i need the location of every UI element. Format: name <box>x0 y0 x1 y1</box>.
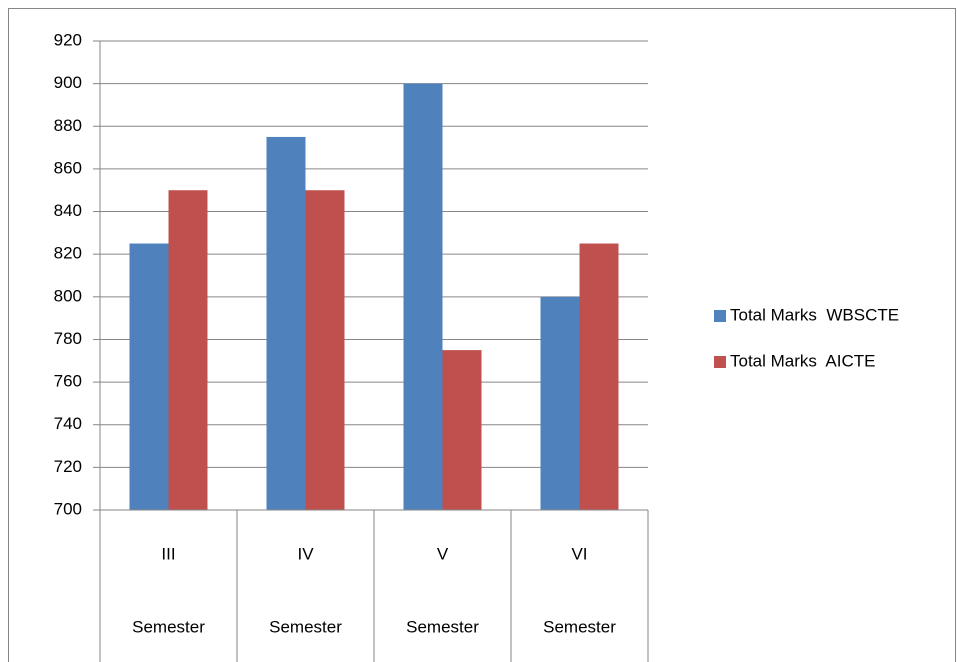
y-tick-label: 860 <box>54 158 82 177</box>
bar <box>129 243 169 511</box>
x-tick-label: IV <box>297 544 314 563</box>
bar <box>305 190 345 510</box>
legend-label: Total Marks AICTE <box>730 351 875 370</box>
x-tick-label: III <box>161 544 175 563</box>
x-tick-label: VI <box>571 544 587 563</box>
y-tick-label: 720 <box>54 457 82 476</box>
y-tick-label: 880 <box>54 116 82 135</box>
y-tick-label: 780 <box>54 329 82 348</box>
bar <box>579 243 619 511</box>
y-tick-label: 760 <box>54 372 82 391</box>
legend-swatch <box>714 356 726 368</box>
x-group-label: Semester <box>269 617 342 636</box>
bar <box>168 190 208 510</box>
x-group-label: Semester <box>543 617 616 636</box>
y-tick-label: 740 <box>54 414 82 433</box>
y-tick-label: 800 <box>54 286 82 305</box>
y-tick-label: 900 <box>54 73 82 92</box>
x-group-label: Semester <box>132 617 205 636</box>
y-tick-label: 820 <box>54 244 82 263</box>
x-tick-label: V <box>437 544 449 563</box>
legend-label: Total Marks WBSCTE <box>730 305 899 324</box>
bar <box>540 296 580 510</box>
y-tick-label: 920 <box>54 30 82 49</box>
legend-swatch <box>714 310 726 322</box>
x-group-label: Semester <box>406 617 479 636</box>
y-tick-label: 840 <box>54 201 82 220</box>
bar <box>403 83 443 511</box>
y-tick-label: 700 <box>54 499 82 518</box>
bar <box>266 136 306 510</box>
bar <box>442 350 482 510</box>
